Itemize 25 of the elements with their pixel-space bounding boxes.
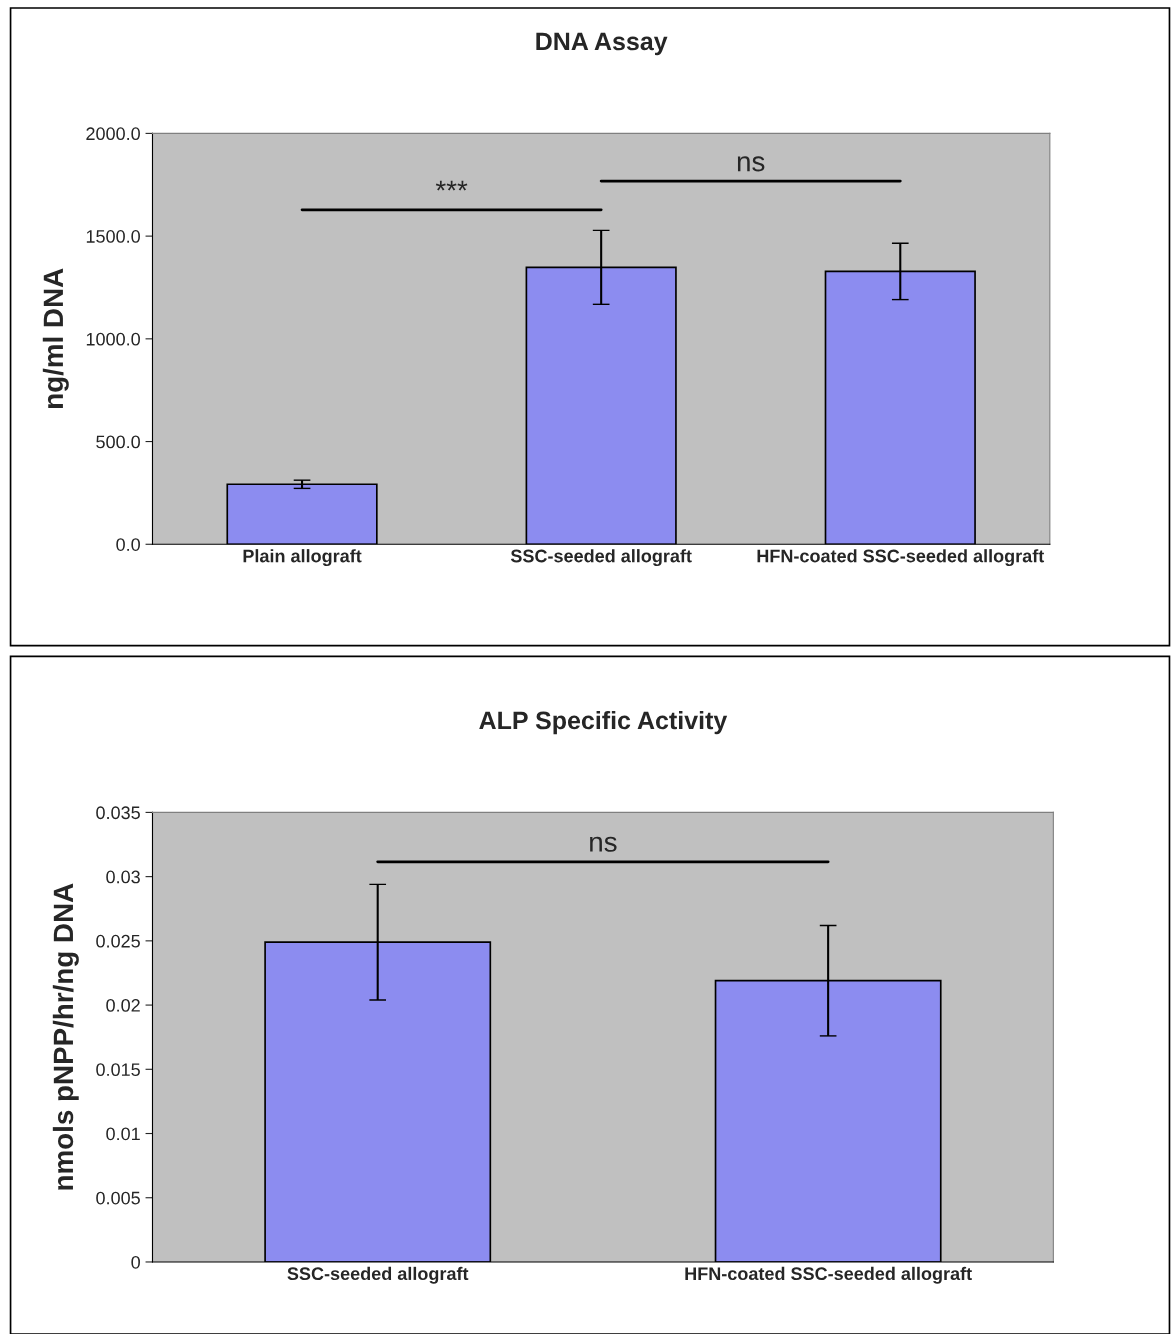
y-tick-label: 0.035: [96, 806, 140, 820]
y-tick-label: 1500.0: [86, 230, 140, 243]
x-tick-label: HFN-coated SSC-seeded allograft: [685, 1266, 972, 1284]
x-tick-label: Plain allograft: [243, 549, 362, 567]
y-tick-label: 500.0: [96, 435, 140, 449]
annotation: ns: [590, 836, 617, 852]
y-tick-label: 0.0: [116, 538, 140, 551]
chart-title: ALP Specific Activity: [479, 710, 728, 735]
y-tick-label: 1000.0: [86, 332, 140, 346]
y-tick-label: 0.025: [96, 934, 140, 948]
annotation: ns: [737, 156, 765, 172]
chart-title: DNA Assay: [536, 32, 668, 56]
x-tick-label: HFN-coated SSC-seeded allograft: [757, 549, 1045, 567]
y-tick-label: 0.03: [106, 870, 140, 884]
y-tick-label: 0.01: [106, 1127, 140, 1141]
y-tick-label: 0.02: [106, 999, 140, 1012]
x-tick-label: SSC-seeded allograft: [510, 549, 692, 567]
y-axis-title: ng/ml DNA: [42, 268, 69, 408]
annotation: ***: [435, 180, 468, 191]
y-tick-label: 0.005: [96, 1191, 140, 1205]
y-tick-label: 0: [131, 1255, 140, 1269]
y-tick-label: 2000.0: [86, 127, 140, 141]
y-tick-label: 0.015: [96, 1063, 140, 1077]
y-axis-title: nmols pNPP/hr/ng DNA: [52, 883, 79, 1190]
x-tick-label: SSC-seeded allograft: [287, 1266, 469, 1284]
